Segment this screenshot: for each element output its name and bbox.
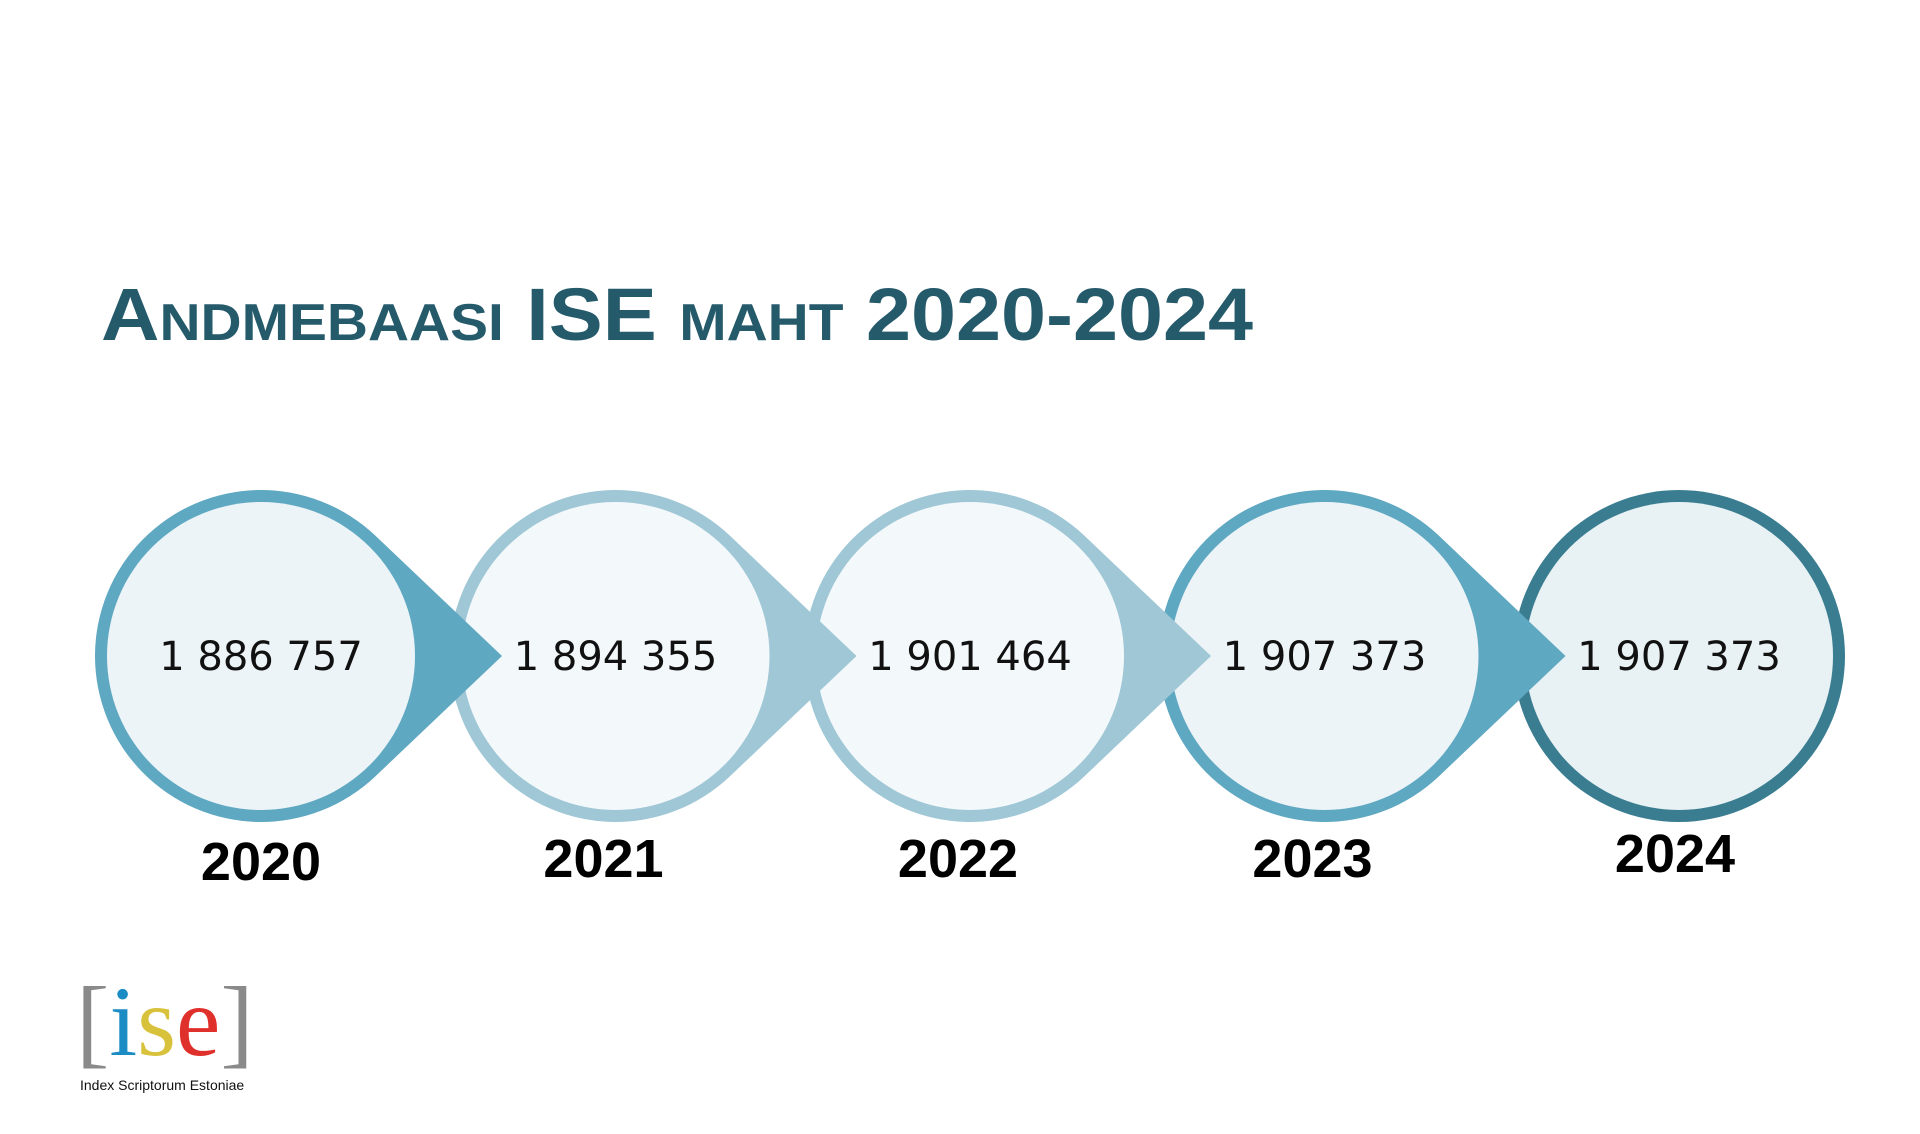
year: 2021 bbox=[543, 829, 663, 889]
year: 2020 bbox=[201, 832, 321, 892]
logo-letter: [ bbox=[76, 966, 109, 1077]
count: 1 886 757 bbox=[159, 634, 363, 680]
title: Andmebaasi ISE maht 2020-2024 bbox=[101, 273, 1253, 356]
logo-letter: i bbox=[109, 966, 137, 1077]
timeline-item: 1 901 464 2022 bbox=[803, 489, 1211, 889]
count: 1 907 373 bbox=[1223, 634, 1427, 680]
count: 1 901 464 bbox=[868, 634, 1072, 680]
circle-inner bbox=[1170, 502, 1479, 810]
timeline-item: 1 886 757 2020 bbox=[95, 489, 502, 892]
year: 2023 bbox=[1252, 829, 1372, 889]
circle-inner bbox=[461, 502, 770, 810]
circle-inner bbox=[816, 502, 1124, 810]
year: 2022 bbox=[898, 829, 1018, 889]
logo: [ise] Index Scriptorum Estoniae bbox=[76, 966, 254, 1093]
circle-inner bbox=[1525, 502, 1833, 810]
count: 1 894 355 bbox=[514, 634, 718, 680]
timeline-item: 1 907 373 2023 bbox=[1158, 489, 1566, 889]
logo-letter: e bbox=[176, 966, 220, 1077]
circle-inner bbox=[107, 502, 415, 810]
year: 2024 bbox=[1615, 824, 1735, 884]
logo-mark: [ise] bbox=[76, 966, 254, 1077]
logo-letter: ] bbox=[220, 966, 253, 1077]
timeline-item: 1 894 355 2021 bbox=[449, 489, 857, 889]
logo-caption: Index Scriptorum Estoniae bbox=[80, 1077, 244, 1093]
timeline-item: 1 907 373 2024 bbox=[1513, 490, 1845, 884]
logo-letter: s bbox=[137, 966, 176, 1077]
count: 1 907 373 bbox=[1577, 634, 1781, 680]
